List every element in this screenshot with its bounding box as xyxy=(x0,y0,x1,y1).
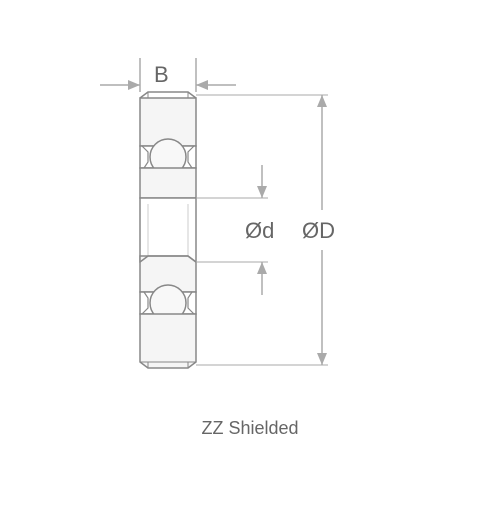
dimension-label-D: ØD xyxy=(302,218,335,244)
bearing-diagram: B Ød ØD ZZ Shielded xyxy=(0,0,500,500)
diagram-caption: ZZ Shielded xyxy=(0,418,500,439)
dimension-label-d: Ød xyxy=(245,218,274,244)
dimension-label-B: B xyxy=(154,62,169,88)
